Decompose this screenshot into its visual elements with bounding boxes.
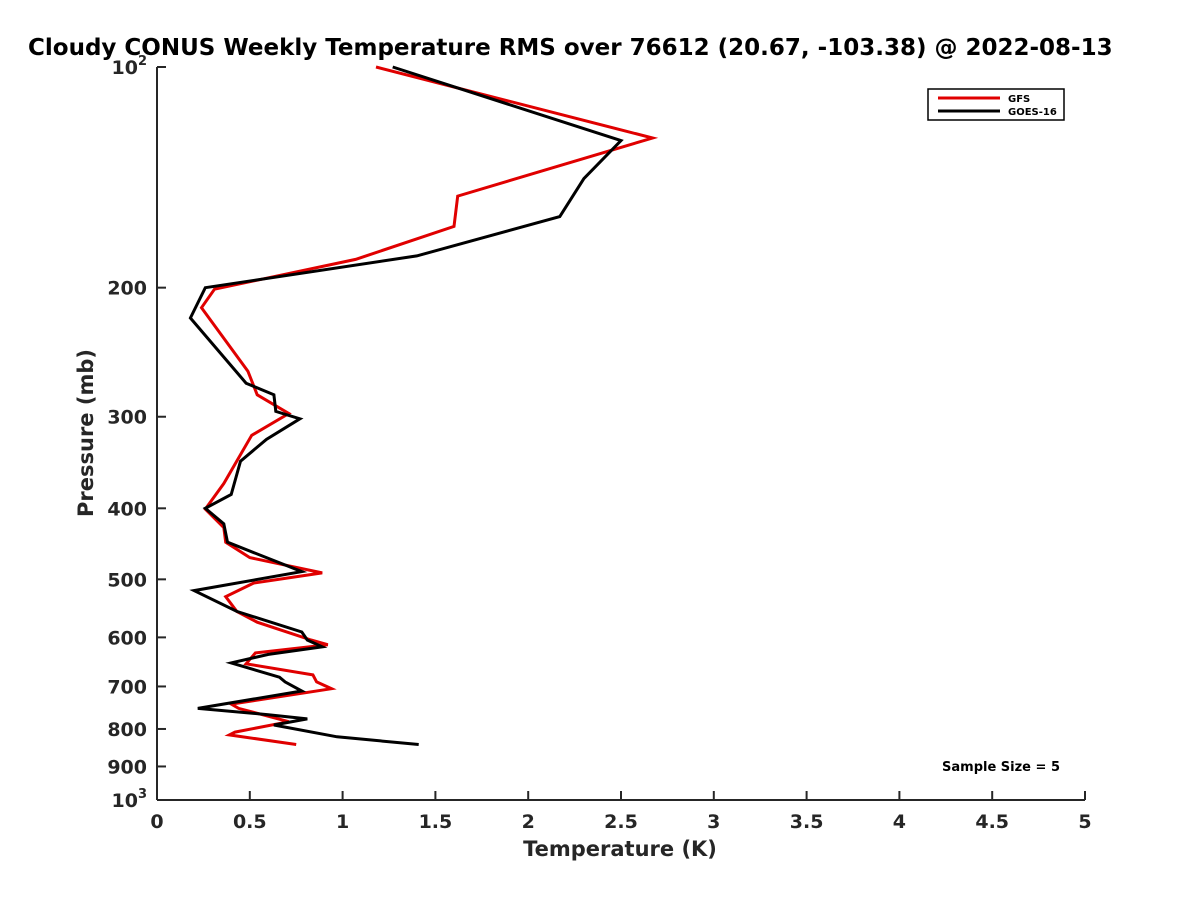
y-tick-label: 700 — [107, 676, 147, 698]
y-tick-label: 600 — [107, 627, 147, 649]
sample-size-annotation: Sample Size = 5 — [942, 760, 1060, 775]
x-tick-label: 2.5 — [604, 811, 638, 833]
x-tick-label: 3.5 — [790, 811, 824, 833]
y-tick-label: 103 — [112, 787, 148, 812]
y-tick-label: 400 — [107, 498, 147, 520]
axes: 0 0.5 1 1.5 2 2.5 3 3.5 4 4.5 5 102 200 300 400 500 600 7… — [107, 54, 1091, 833]
x-tick-label: 4 — [893, 811, 906, 833]
series-line-goes-16 — [188, 65, 624, 746]
x-tick-label: 5 — [1078, 811, 1091, 833]
chart-title: Cloudy CONUS Weekly Temperature RMS over… — [28, 35, 1113, 61]
x-tick-label: 0 — [150, 811, 163, 833]
series-line-gfs — [199, 65, 659, 746]
x-axis-title: Temperature (K) — [523, 837, 717, 861]
legend-box — [927, 88, 1065, 121]
x-tick-label: 4.5 — [975, 811, 1009, 833]
x-tick-label: 0.5 — [233, 811, 267, 833]
y-tick-label: 800 — [107, 719, 147, 741]
y-axis-title: Pressure (mb) — [74, 349, 98, 517]
y-tick-label: 500 — [107, 569, 147, 591]
y-tick-label: 300 — [107, 407, 147, 429]
x-tick-label: 2 — [522, 811, 535, 833]
legend-label: GOES-16 — [1008, 107, 1057, 118]
legend-label: GFS — [1008, 94, 1030, 105]
plot-lines — [188, 65, 659, 746]
y-tick-label: 900 — [107, 756, 147, 778]
legend: GFS GOES-16 — [927, 88, 1065, 121]
x-tick-label: 1 — [336, 811, 349, 833]
y-tick-label: 102 — [112, 54, 148, 79]
x-tick-label: 3 — [707, 811, 720, 833]
x-tick-label: 1.5 — [419, 811, 453, 833]
y-tick-label: 200 — [107, 278, 147, 300]
